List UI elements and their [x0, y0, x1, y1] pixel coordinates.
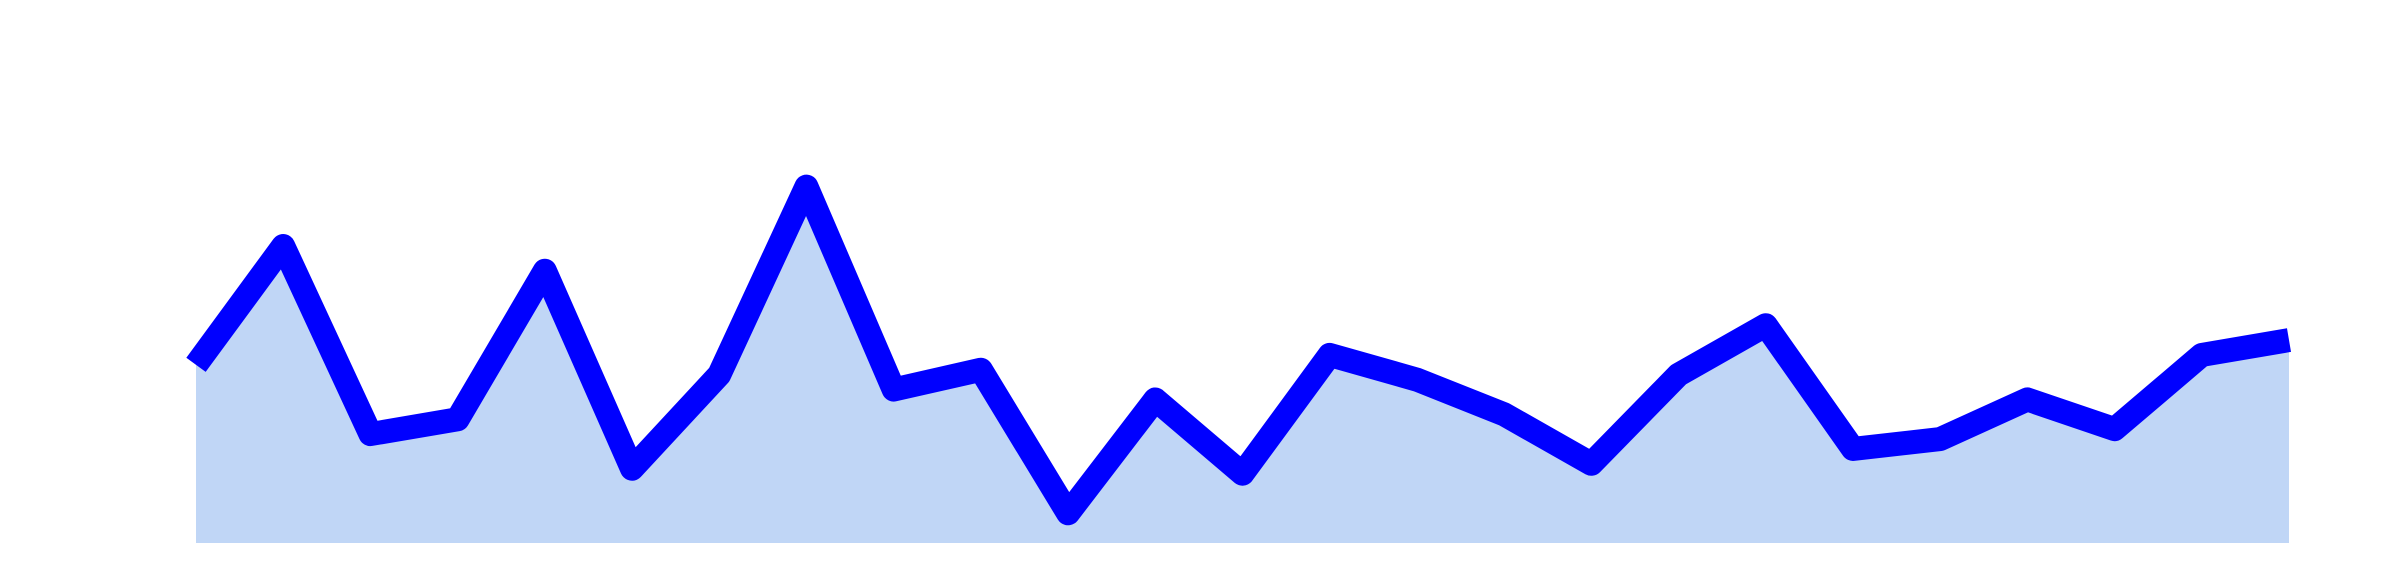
area-fill	[196, 186, 2289, 543]
line-layer	[186, 174, 2292, 526]
area-fill-layer	[196, 186, 2289, 543]
